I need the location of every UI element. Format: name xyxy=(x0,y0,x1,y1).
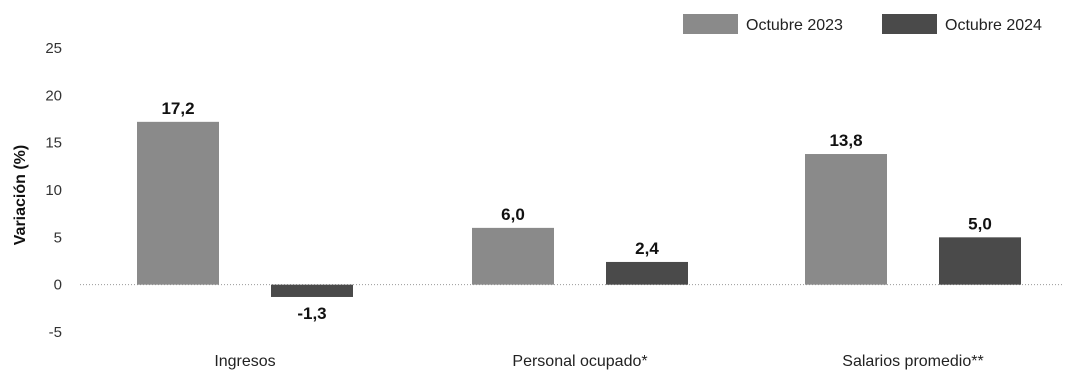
category-label: Personal ocupado* xyxy=(512,353,647,370)
y-tick-label: 0 xyxy=(54,277,62,294)
legend: Octubre 2023 Octubre 2024 xyxy=(683,14,1042,34)
data-label: 17,2 xyxy=(161,99,194,118)
data-label: 6,0 xyxy=(501,205,525,224)
legend-swatch xyxy=(882,14,937,34)
y-axis-ticks: -5 0 5 10 15 20 25 xyxy=(45,40,62,341)
data-label: 13,8 xyxy=(829,131,862,150)
legend-swatch xyxy=(683,14,738,34)
bar xyxy=(271,284,353,297)
y-axis-label: Variación (%) xyxy=(12,145,29,245)
y-tick-label: 10 xyxy=(45,182,62,199)
y-tick-label: 5 xyxy=(54,229,62,246)
category-labels: Ingresos Personal ocupado* Salarios promed… xyxy=(214,353,983,370)
y-tick-label: 25 xyxy=(45,40,62,57)
data-label: 2,4 xyxy=(635,239,659,258)
legend-label: Octubre 2023 xyxy=(746,17,843,34)
y-tick-label: -5 xyxy=(49,324,62,341)
y-tick-label: 20 xyxy=(45,87,62,104)
legend-label: Octubre 2024 xyxy=(945,17,1042,34)
data-label: 5,0 xyxy=(968,214,992,233)
bars-group: 17,2 -1,3 6,0 2,4 13,8 5,0 xyxy=(137,99,1021,323)
bar xyxy=(805,154,887,285)
category-label: Salarios promedio** xyxy=(842,353,983,370)
y-tick-label: 15 xyxy=(45,135,62,152)
bar xyxy=(137,121,219,285)
bar xyxy=(939,237,1021,285)
bar xyxy=(606,261,688,285)
bar xyxy=(472,227,554,285)
data-label: -1,3 xyxy=(297,304,326,323)
category-label: Ingresos xyxy=(214,353,275,370)
y-axis-label-group: Variación (%) xyxy=(12,145,29,245)
